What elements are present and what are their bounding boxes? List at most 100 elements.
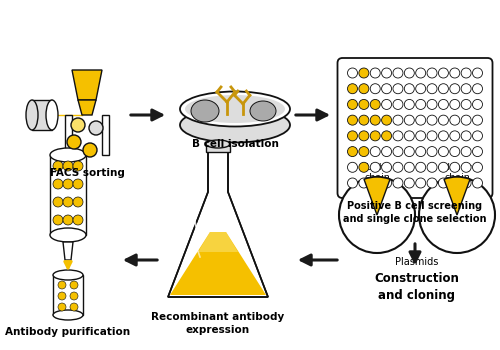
Circle shape xyxy=(370,178,380,188)
Circle shape xyxy=(58,292,66,300)
Circle shape xyxy=(70,292,78,300)
Polygon shape xyxy=(168,152,268,297)
Text: Recombinant antibody
expression: Recombinant antibody expression xyxy=(152,312,284,335)
Ellipse shape xyxy=(46,100,58,130)
Circle shape xyxy=(427,84,437,94)
Circle shape xyxy=(393,147,403,156)
Circle shape xyxy=(370,115,380,125)
Circle shape xyxy=(370,147,380,156)
Circle shape xyxy=(348,131,358,141)
Circle shape xyxy=(416,84,426,94)
Circle shape xyxy=(472,84,482,94)
Circle shape xyxy=(348,99,358,110)
Circle shape xyxy=(427,68,437,78)
Circle shape xyxy=(348,84,358,94)
Text: Positive B cell screening
and single clone selection: Positive B cell screening and single clo… xyxy=(343,201,487,224)
Circle shape xyxy=(382,84,392,94)
Polygon shape xyxy=(53,275,83,315)
Text: Heavy
chain: Heavy chain xyxy=(442,163,472,182)
Circle shape xyxy=(472,178,482,188)
Circle shape xyxy=(450,178,460,188)
Circle shape xyxy=(393,84,403,94)
Circle shape xyxy=(73,161,83,171)
Circle shape xyxy=(382,147,392,156)
Circle shape xyxy=(359,84,369,94)
Circle shape xyxy=(404,68,414,78)
Circle shape xyxy=(438,131,448,141)
Circle shape xyxy=(450,131,460,141)
Circle shape xyxy=(83,143,97,157)
Polygon shape xyxy=(170,232,266,295)
Polygon shape xyxy=(50,155,86,235)
Circle shape xyxy=(438,68,448,78)
Circle shape xyxy=(450,115,460,125)
Circle shape xyxy=(73,179,83,189)
Ellipse shape xyxy=(180,107,290,142)
Polygon shape xyxy=(198,232,238,252)
Polygon shape xyxy=(206,144,230,152)
Circle shape xyxy=(63,215,73,225)
Circle shape xyxy=(450,147,460,156)
Circle shape xyxy=(416,131,426,141)
Circle shape xyxy=(359,99,369,110)
Circle shape xyxy=(416,162,426,172)
Circle shape xyxy=(53,179,63,189)
Circle shape xyxy=(461,84,471,94)
Wedge shape xyxy=(444,177,470,215)
Circle shape xyxy=(370,68,380,78)
Circle shape xyxy=(67,135,81,149)
Circle shape xyxy=(359,162,369,172)
Text: FACS sorting: FACS sorting xyxy=(50,168,124,178)
Ellipse shape xyxy=(206,140,230,148)
Ellipse shape xyxy=(250,101,276,121)
Text: Construction
and cloning: Construction and cloning xyxy=(374,272,460,302)
Circle shape xyxy=(461,68,471,78)
Circle shape xyxy=(461,99,471,110)
Circle shape xyxy=(89,121,103,135)
Circle shape xyxy=(472,115,482,125)
Circle shape xyxy=(393,115,403,125)
Circle shape xyxy=(416,147,426,156)
Circle shape xyxy=(73,215,83,225)
Circle shape xyxy=(404,99,414,110)
Text: Plasmids: Plasmids xyxy=(396,257,438,267)
Circle shape xyxy=(472,68,482,78)
Circle shape xyxy=(382,99,392,110)
Circle shape xyxy=(404,178,414,188)
Circle shape xyxy=(416,68,426,78)
Circle shape xyxy=(427,131,437,141)
Circle shape xyxy=(70,281,78,289)
Circle shape xyxy=(359,178,369,188)
Circle shape xyxy=(53,161,63,171)
Polygon shape xyxy=(72,70,102,100)
Circle shape xyxy=(472,99,482,110)
Polygon shape xyxy=(63,242,73,260)
Polygon shape xyxy=(78,100,96,115)
Circle shape xyxy=(438,115,448,125)
Circle shape xyxy=(461,115,471,125)
Circle shape xyxy=(58,303,66,311)
Ellipse shape xyxy=(50,148,86,162)
Ellipse shape xyxy=(53,310,83,320)
Ellipse shape xyxy=(53,270,83,280)
FancyBboxPatch shape xyxy=(338,58,492,198)
Circle shape xyxy=(359,68,369,78)
Circle shape xyxy=(461,162,471,172)
Circle shape xyxy=(393,68,403,78)
Circle shape xyxy=(382,178,392,188)
Circle shape xyxy=(370,99,380,110)
Circle shape xyxy=(416,115,426,125)
Circle shape xyxy=(427,178,437,188)
Circle shape xyxy=(438,99,448,110)
Text: Light
chain: Light chain xyxy=(364,163,390,182)
Circle shape xyxy=(53,215,63,225)
Circle shape xyxy=(416,178,426,188)
Circle shape xyxy=(419,177,495,253)
Circle shape xyxy=(438,162,448,172)
Ellipse shape xyxy=(191,100,219,122)
Circle shape xyxy=(450,84,460,94)
Circle shape xyxy=(63,161,73,171)
Polygon shape xyxy=(102,115,109,155)
Circle shape xyxy=(404,162,414,172)
Circle shape xyxy=(472,162,482,172)
